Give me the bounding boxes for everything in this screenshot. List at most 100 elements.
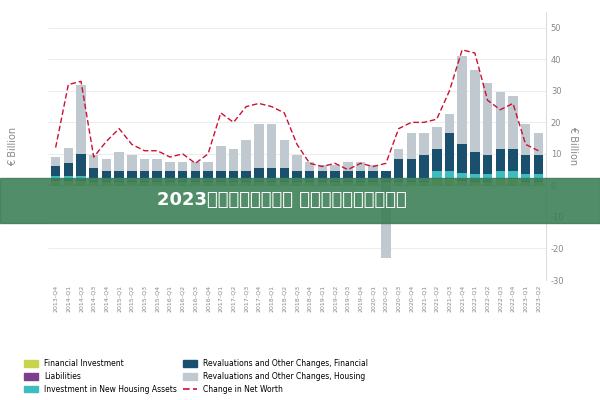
Bar [191,162,200,171]
Bar [508,96,518,149]
Bar [254,178,263,181]
Bar [445,178,454,179]
Bar [152,159,162,171]
Bar [508,178,518,179]
Bar [457,179,467,181]
Bar [127,181,137,182]
Bar [356,171,365,178]
Bar [533,182,543,186]
Bar [483,83,493,156]
Bar [140,159,149,171]
Bar [521,124,530,156]
Bar [445,133,454,171]
Bar [280,140,289,168]
Legend: Financial Investment, Liabilities, Investment in New Housing Assets, Revaluation: Financial Investment, Liabilities, Inves… [22,357,370,396]
Bar [483,182,493,186]
Bar [470,152,479,174]
Bar [101,171,111,178]
Bar [317,182,327,186]
Bar [178,178,187,181]
Bar [381,186,391,258]
Bar [343,171,353,178]
Bar [407,178,416,181]
Bar [216,171,226,178]
Bar [115,178,124,181]
Bar [165,171,175,178]
Bar [127,171,137,178]
Bar [496,92,505,149]
Bar [203,178,213,181]
Bar [191,182,200,186]
Bar [101,178,111,181]
Bar [407,181,416,182]
Bar [191,171,200,178]
Bar [470,174,479,181]
Bar [317,178,327,181]
Bar [280,178,289,181]
Bar [445,179,454,186]
Bar [115,181,124,182]
Bar [368,171,378,178]
Bar [331,182,340,186]
Bar [292,156,302,171]
Bar [432,179,442,186]
Bar [368,165,378,171]
Bar [280,182,289,186]
Bar [533,156,543,174]
Bar [305,178,314,181]
Bar [356,182,365,186]
Bar [305,181,314,182]
Bar [343,181,353,182]
Bar [152,181,162,182]
Bar [241,181,251,182]
Bar [317,165,327,171]
Bar [127,182,137,186]
Bar [496,149,505,171]
Bar [216,182,226,186]
Bar [521,156,530,174]
Bar [89,168,98,178]
Text: € Billion: € Billion [8,126,18,166]
Bar [216,181,226,182]
Bar [292,171,302,178]
Bar [533,181,543,182]
Bar [152,178,162,181]
Bar [64,181,73,186]
Bar [419,178,429,181]
Bar [521,182,530,186]
Bar [254,168,263,178]
Bar [305,162,314,171]
Bar [51,179,61,181]
Bar [165,178,175,181]
Bar [165,162,175,171]
Bar [89,156,98,168]
Bar [470,182,479,186]
Bar [254,124,263,168]
Bar [483,181,493,182]
Bar [229,181,238,182]
Bar [292,181,302,182]
Bar [343,162,353,171]
Bar [292,182,302,186]
Text: 2023十大股票配资平台 澳门火锅加盟详情攻略: 2023十大股票配资平台 澳门火锅加盟详情攻略 [157,191,407,209]
Bar [203,162,213,171]
Bar [64,163,73,176]
Bar [178,182,187,186]
Bar [394,182,403,186]
Bar [76,84,86,154]
Bar [64,148,73,163]
Bar [152,182,162,186]
Bar [508,179,518,186]
Bar [508,171,518,178]
Bar [356,178,365,181]
Bar [331,165,340,171]
Bar [267,178,277,181]
Bar [343,178,353,181]
Bar [483,174,493,181]
Bar [533,133,543,156]
Bar [470,70,479,152]
Bar [101,159,111,171]
Bar [368,182,378,186]
Bar [51,181,61,186]
Bar [140,178,149,181]
